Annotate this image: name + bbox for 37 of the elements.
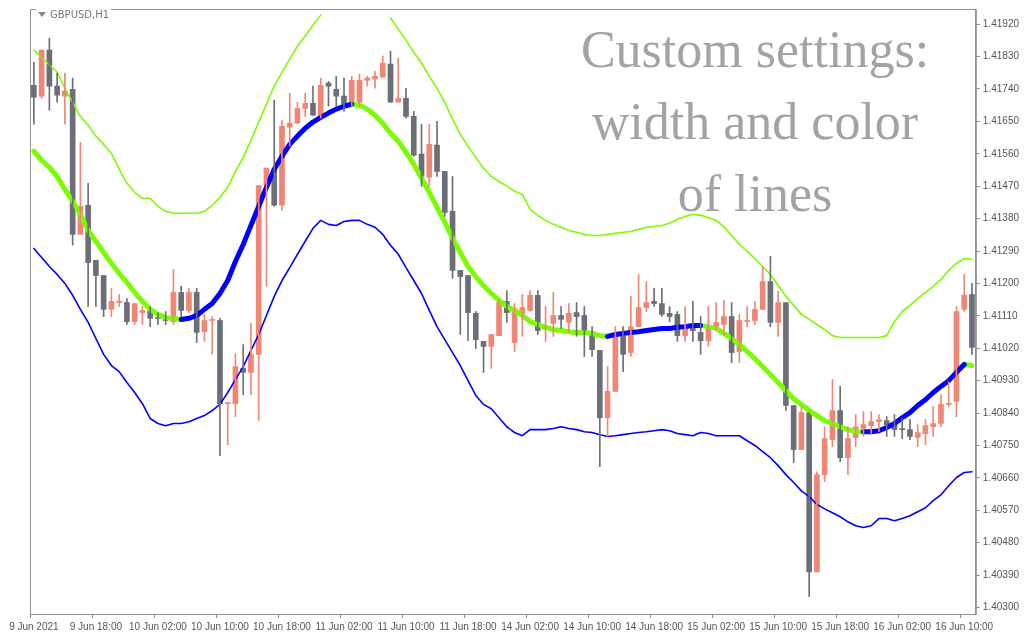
- y-tick-label: 1.41470: [982, 179, 1020, 191]
- y-tick-label: 1.41290: [982, 244, 1020, 256]
- x-tick-label: 15 Jun 18:00: [811, 620, 870, 632]
- y-tick-label: 1.40570: [982, 504, 1020, 516]
- x-tick-label: 16 Jun 02:00: [873, 620, 932, 632]
- x-tick-label: 10 Jun 02:00: [129, 620, 188, 632]
- x-tick-label: 10 Jun 10:00: [191, 620, 250, 632]
- x-tick-label: 16 Jun 10:00: [935, 620, 994, 632]
- x-tick-label: 15 Jun 02:00: [687, 620, 746, 632]
- x-tick-label: 11 Jun 10:00: [377, 620, 435, 632]
- chart-title: GBPUSD,H1: [50, 9, 110, 20]
- x-tick-label: 14 Jun 18:00: [625, 620, 684, 632]
- y-tick-label: 1.41200: [982, 277, 1020, 289]
- x-tick-label: 14 Jun 10:00: [563, 620, 622, 632]
- y-tick-label: 1.40930: [982, 374, 1020, 386]
- y-tick-label: 1.41560: [982, 147, 1020, 159]
- y-tick-label: 1.40660: [982, 471, 1020, 483]
- y-tick-label: 1.41830: [982, 50, 1020, 62]
- y-tick-label: 1.40300: [982, 601, 1020, 613]
- y-tick-label: 1.41740: [982, 82, 1020, 94]
- y-tick-label: 1.40840: [982, 406, 1020, 418]
- x-tick-label: 10 Jun 18:00: [253, 620, 312, 632]
- x-tick-label: 11 Jun 02:00: [315, 620, 373, 632]
- y-tick-label: 1.40480: [982, 536, 1020, 548]
- y-tick-label: 1.41110: [982, 309, 1018, 321]
- y-tick-label: 1.40750: [982, 439, 1020, 451]
- y-tick-label: 1.40390: [982, 568, 1020, 580]
- x-tick-label: 11 Jun 18:00: [439, 620, 498, 632]
- x-tick-label: 9 Jun 2021: [9, 620, 60, 632]
- annotation: Custom settings: width and color of lines: [579, 20, 931, 224]
- y-tick-label: 1.41020: [982, 341, 1020, 353]
- x-tick-label: 15 Jun 10:00: [749, 620, 808, 632]
- y-tick-label: 1.41650: [982, 115, 1020, 127]
- x-tick-label: 14 Jun 02:00: [501, 620, 560, 632]
- y-tick-label: 1.41920: [982, 17, 1020, 29]
- y-tick-label: 1.41380: [982, 212, 1020, 224]
- x-tick-label: 9 Jun 18:00: [69, 620, 123, 632]
